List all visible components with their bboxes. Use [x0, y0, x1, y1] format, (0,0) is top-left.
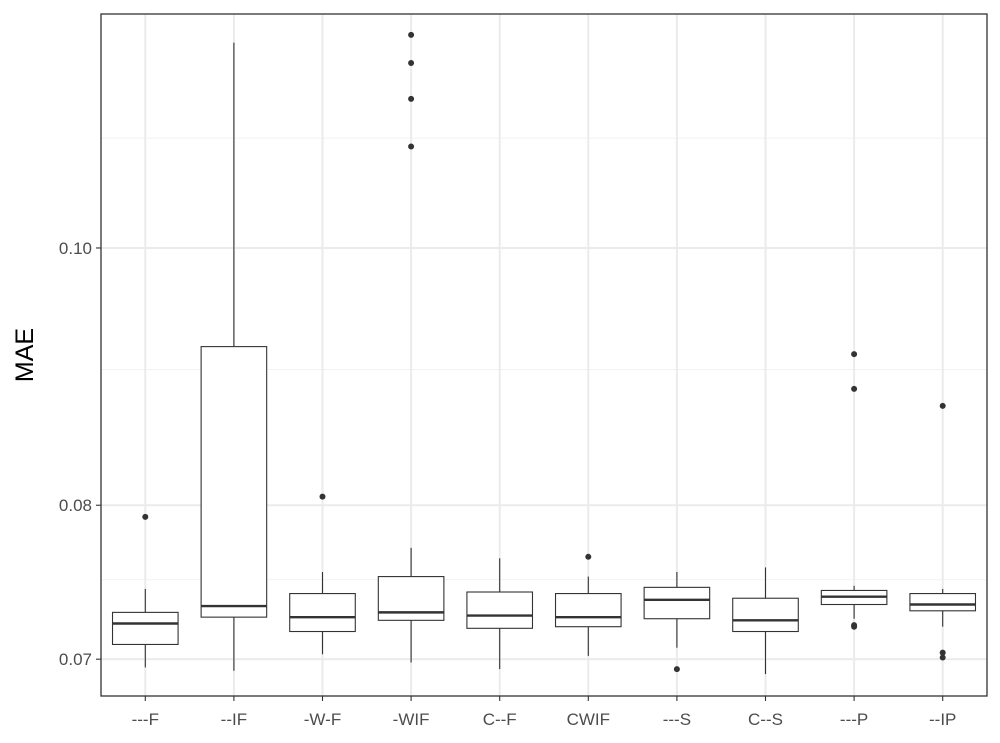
x-tick-label: -WIF [393, 710, 430, 729]
outlier-point [408, 143, 415, 150]
box-iqr [643, 586, 711, 620]
y-tick-label: 0.10 [59, 239, 92, 258]
box-group [111, 513, 179, 668]
x-tick-label: ---S [663, 710, 691, 729]
box-group [909, 402, 977, 661]
outlier-point [319, 493, 326, 500]
y-tick-label: 0.08 [59, 496, 92, 515]
box-group [554, 553, 622, 656]
box-iqr [554, 593, 622, 628]
box-group [643, 571, 711, 673]
outlier-point [408, 60, 415, 67]
box-group [200, 42, 268, 671]
x-tick-label: --IP [929, 710, 956, 729]
x-tick-label: C--S [748, 710, 783, 729]
box-iqr [732, 597, 799, 633]
x-tick-label: ---P [840, 710, 868, 729]
box-iqr [111, 611, 179, 646]
outlier-point [939, 649, 946, 656]
x-tick-label: --IF [221, 710, 247, 729]
box-iqr [909, 593, 977, 612]
box-group [466, 558, 534, 670]
x-tick-label: -W-F [304, 710, 341, 729]
x-tick-label: CWIF [567, 710, 610, 729]
x-tick-label: ---F [132, 710, 159, 729]
box-iqr [466, 591, 534, 629]
axis-layer: 0.07 0.08 0.10 ---F --IF -W-F -WIF C--F CWIF ---S… [59, 239, 956, 729]
box-group [377, 31, 445, 663]
outlier-point [851, 351, 858, 358]
outlier-point [585, 553, 592, 560]
outlier-point [408, 31, 415, 38]
box-group [289, 493, 356, 655]
outlier-point [408, 95, 415, 102]
box-layer [111, 31, 977, 675]
panel-border [100, 13, 988, 697]
outlier-point [851, 623, 858, 630]
outlier-point [673, 666, 680, 673]
y-axis-title: MAE [11, 328, 39, 382]
outlier-point [939, 402, 946, 409]
outlier-point [142, 513, 149, 520]
y-tick-label: 0.07 [59, 650, 92, 669]
outlier-point [939, 654, 946, 661]
box-group [732, 567, 799, 675]
box-group [820, 351, 888, 630]
outlier-point [851, 385, 858, 392]
box-iqr [377, 576, 445, 621]
box-iqr [289, 593, 356, 633]
box-iqr [200, 346, 268, 618]
x-tick-label: C--F [483, 710, 517, 729]
